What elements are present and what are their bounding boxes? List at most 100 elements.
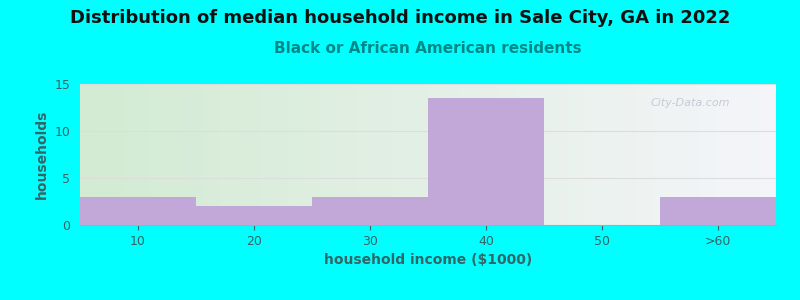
Bar <box>494 84 498 225</box>
Bar <box>265 84 268 225</box>
Bar <box>275 84 278 225</box>
Bar <box>637 84 640 225</box>
Bar <box>174 84 178 225</box>
Bar <box>699 84 703 225</box>
Bar <box>640 84 644 225</box>
Bar <box>474 84 477 225</box>
Bar <box>407 84 410 225</box>
Bar <box>730 84 734 225</box>
Bar <box>425 84 428 225</box>
Bar <box>226 84 230 225</box>
Bar <box>153 84 157 225</box>
Bar <box>529 84 533 225</box>
Bar <box>714 84 717 225</box>
Bar <box>647 84 650 225</box>
Bar <box>755 84 758 225</box>
Bar <box>390 84 394 225</box>
Bar <box>139 84 142 225</box>
Bar <box>595 84 598 225</box>
Bar <box>522 84 526 225</box>
Bar <box>157 84 160 225</box>
Bar <box>742 84 745 225</box>
Bar <box>720 84 724 225</box>
Bar <box>206 84 209 225</box>
Bar <box>122 84 126 225</box>
Bar <box>118 84 122 225</box>
Bar <box>358 84 362 225</box>
Bar <box>376 84 379 225</box>
Bar <box>762 84 766 225</box>
Bar <box>533 84 536 225</box>
Bar <box>557 84 560 225</box>
Bar <box>379 84 382 225</box>
Y-axis label: households: households <box>35 110 49 199</box>
Bar <box>146 84 150 225</box>
Bar <box>261 84 265 225</box>
Bar <box>526 84 529 225</box>
Bar <box>250 84 254 225</box>
Bar <box>588 84 591 225</box>
Bar <box>428 98 544 225</box>
Bar <box>247 84 250 225</box>
Bar <box>313 84 317 225</box>
Bar <box>769 84 773 225</box>
Bar <box>609 84 613 225</box>
Bar <box>254 84 258 225</box>
Bar <box>449 84 452 225</box>
Bar <box>397 84 400 225</box>
Bar <box>717 84 720 225</box>
Bar <box>104 84 108 225</box>
Bar <box>766 84 769 225</box>
Bar <box>317 84 320 225</box>
Bar <box>394 84 397 225</box>
Bar <box>98 84 101 225</box>
Bar <box>268 84 271 225</box>
Bar <box>567 84 570 225</box>
Bar <box>404 84 407 225</box>
Bar <box>80 84 83 225</box>
Bar <box>539 84 543 225</box>
Bar <box>484 84 487 225</box>
Bar <box>619 84 623 225</box>
Bar <box>142 84 146 225</box>
Bar <box>660 197 776 225</box>
Bar <box>686 84 689 225</box>
Bar <box>654 84 658 225</box>
Bar <box>302 84 306 225</box>
Bar <box>446 84 449 225</box>
Bar <box>758 84 762 225</box>
Bar <box>196 206 312 225</box>
Bar <box>564 84 567 225</box>
Bar <box>163 84 167 225</box>
Bar <box>330 84 334 225</box>
Bar <box>126 84 129 225</box>
Bar <box>682 84 686 225</box>
Bar <box>693 84 696 225</box>
Bar <box>282 84 286 225</box>
Bar <box>748 84 752 225</box>
Bar <box>438 84 442 225</box>
Bar <box>490 84 494 225</box>
Bar <box>320 84 323 225</box>
Bar <box>87 84 90 225</box>
Bar <box>366 84 369 225</box>
Bar <box>671 84 675 225</box>
Bar <box>341 84 345 225</box>
Bar <box>498 84 501 225</box>
Bar <box>345 84 348 225</box>
Bar <box>240 84 243 225</box>
Bar <box>658 84 661 225</box>
Bar <box>83 84 87 225</box>
Bar <box>626 84 630 225</box>
Bar <box>773 84 776 225</box>
Bar <box>505 84 508 225</box>
Bar <box>477 84 480 225</box>
Bar <box>678 84 682 225</box>
Bar <box>518 84 522 225</box>
Bar <box>299 84 302 225</box>
Bar <box>209 84 212 225</box>
Bar <box>129 84 132 225</box>
Bar <box>431 84 435 225</box>
Bar <box>94 84 98 225</box>
Bar <box>382 84 386 225</box>
